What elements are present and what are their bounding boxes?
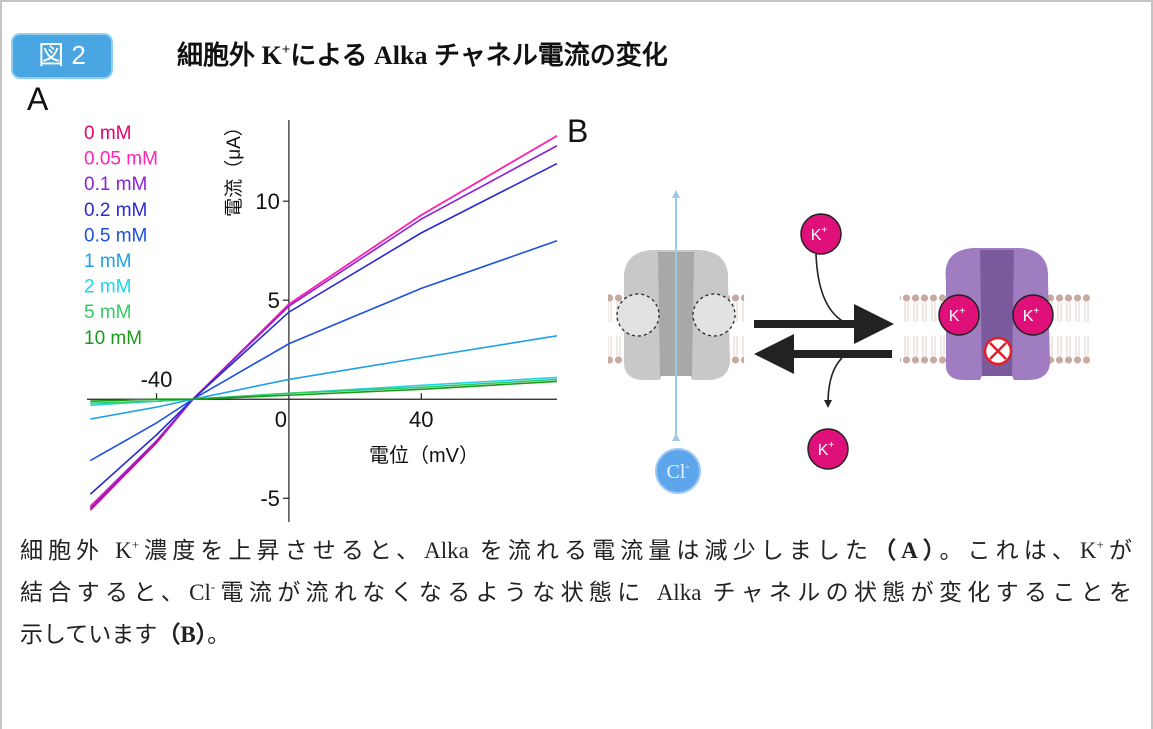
iv-curve	[90, 136, 557, 506]
ion-text: K	[818, 442, 829, 459]
iv-chart: -40 0 40 -5 5 10 電位（mV） 電流（μA） 0 mM 0.05 mM 0.1 mM…	[84, 117, 557, 522]
ion-text: K	[811, 227, 822, 244]
iv-curve	[90, 136, 557, 510]
panel-label: B	[567, 113, 588, 149]
ion-text: K	[1023, 308, 1034, 325]
figure-page: 図 2 細胞外 K+による Alka チャネル電流の変化 A B -40040-…	[0, 0, 1153, 729]
text: 。これは、K	[939, 538, 1096, 563]
legend-entry: 10 mM	[84, 328, 142, 349]
legend-entry: 0 mM	[84, 123, 132, 144]
legend-entry: 2 mM	[84, 277, 132, 298]
text: 示しています	[20, 622, 157, 647]
legend-entry: 0.2 mM	[84, 200, 147, 221]
badge-text: 図 2	[38, 40, 86, 70]
body-line: 結合すると、Cl-電流が流れなくなるような状態に Alka チャネルの状態が変化…	[20, 572, 1132, 614]
y-axis-label: 電流（μA）	[223, 117, 245, 217]
text: 濃度を上昇させると、Alka を流れる電流量は減少しました	[139, 538, 873, 563]
x-tick-label: 40	[409, 407, 433, 432]
text: 。	[207, 622, 230, 647]
ion-text: K	[949, 308, 960, 325]
binding-site	[693, 294, 735, 336]
legend-entry: 0.05 mM	[84, 149, 158, 170]
title-part: による Alka チャネル電流の変化	[290, 40, 667, 70]
legend-entry: 0.5 mM	[84, 225, 147, 246]
ion-sup: +	[821, 225, 827, 236]
ion-sup: -	[685, 459, 689, 473]
x-tick-label: -40	[141, 367, 173, 392]
ion-sup: +	[1033, 306, 1039, 317]
ion-sup: +	[959, 306, 965, 317]
text: 細胞外 K	[20, 538, 132, 563]
legend-entry: 1 mM	[84, 251, 132, 272]
binding-site	[617, 294, 659, 336]
y-tick-label: 10	[255, 189, 279, 214]
text: が	[1104, 538, 1132, 563]
text: 電流が流れなくなるような状態に Alka チャネルの状態が変化することを	[215, 580, 1132, 605]
body-line: 細胞外 K+濃度を上昇させると、Alka を流れる電流量は減少しました（A）。こ…	[20, 530, 1132, 572]
legend-entry: 0.1 mM	[84, 174, 147, 195]
x-axis-label: 電位（mV）	[369, 444, 479, 467]
sup: +	[1097, 537, 1104, 552]
y-tick-label: -5	[260, 486, 280, 511]
sup: +	[132, 537, 139, 552]
iv-curve	[90, 241, 557, 461]
ion-text: Cl	[667, 461, 686, 483]
ion-sup: +	[828, 440, 834, 451]
ref: （B）	[157, 622, 207, 647]
figure-title: 細胞外 K+による Alka チャネル電流の変化	[177, 40, 668, 70]
diagram: Cl-	[608, 194, 1092, 493]
bind-arrow	[816, 254, 844, 322]
y-tick-label: 5	[268, 288, 280, 313]
ref: （A）	[873, 538, 939, 563]
body-line: 示しています（B）。	[20, 614, 1132, 656]
text: 結合すると、Cl	[20, 580, 211, 605]
release-arrow	[828, 358, 842, 404]
legend-entry: 5 mM	[84, 302, 132, 323]
body-text: 細胞外 K+濃度を上昇させると、Alka を流れる電流量は減少しました（A）。こ…	[20, 530, 1132, 656]
title-part: 細胞外 K	[177, 40, 283, 70]
x-tick-label: 0	[275, 407, 287, 432]
title-sup: +	[282, 42, 291, 58]
panel-label: A	[27, 81, 49, 117]
